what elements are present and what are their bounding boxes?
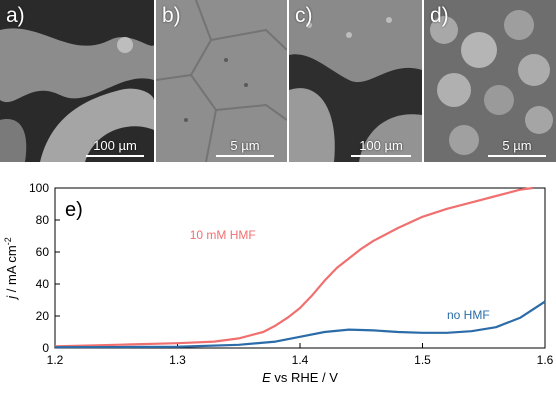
x-axis-label-unit: vs RHE / V (271, 370, 339, 385)
sem-image-b (156, 0, 287, 162)
plot-panel-e: 1.2 1.3 1.4 1.5 1.6 0 20 40 60 80 100 e) j / mA cm… (0, 166, 556, 402)
x-axis-label-symbol: E (262, 370, 271, 385)
y-axis-label-unit: / mA cm (4, 245, 19, 296)
annotation-10mM-HMF: 10 mM HMF (190, 228, 256, 242)
panel-label-a: a) (6, 4, 25, 27)
scalebar-d (488, 155, 546, 157)
scalebar-a (86, 155, 144, 157)
sem-panel-c: c) 100 µm (289, 0, 422, 162)
panel-label-c: c) (295, 4, 313, 27)
y-axis-label: j / mA cm-2 (3, 237, 19, 300)
x-tick-label: 1.5 (414, 353, 431, 367)
x-tick-label: 1.3 (169, 353, 186, 367)
scale-text-d: 5 µm (502, 138, 532, 153)
y-tick-label: 60 (36, 245, 50, 259)
scale-text-a: 100 µm (93, 138, 137, 153)
sem-image-a (0, 0, 154, 162)
x-tick-label: 1.4 (292, 353, 309, 367)
current-density-plot: 1.2 1.3 1.4 1.5 1.6 0 20 40 60 80 100 e) j / mA cm… (3, 181, 554, 385)
plot-frame (54, 187, 546, 349)
y-tick-label: 20 (36, 309, 50, 323)
annotation-no-HMF: no HMF (447, 308, 490, 322)
sem-panel-a: a) 100 µm (0, 0, 154, 162)
y-axis-label-symbol: j (4, 295, 19, 301)
sem-image-c (289, 0, 422, 162)
scale-text-b: 5 µm (230, 138, 260, 153)
scalebar-c (351, 155, 411, 157)
scalebar-b (216, 155, 274, 157)
sem-panel-d: d) 5 µm (424, 0, 556, 162)
y-tick-label: 0 (42, 341, 49, 355)
panel-label-e: e) (65, 199, 83, 221)
scale-text-c: 100 µm (359, 138, 403, 153)
sem-panel-b: b) 5 µm (156, 0, 287, 162)
sem-image-d (424, 0, 556, 162)
x-tick-label: 1.6 (537, 353, 554, 367)
panel-label-d: d) (430, 4, 449, 27)
x-tick-label: 1.2 (47, 353, 64, 367)
y-axis-label-exponent: -2 (3, 237, 13, 245)
y-tick-label: 80 (36, 213, 50, 227)
panel-label-b: b) (162, 4, 181, 27)
y-tick-label: 100 (29, 181, 49, 195)
series-line-10mM-HMF (54, 186, 533, 348)
series-line-no-HMF (54, 300, 546, 349)
x-axis-label: E vs RHE / V (262, 370, 338, 385)
y-tick-label: 40 (36, 277, 50, 291)
